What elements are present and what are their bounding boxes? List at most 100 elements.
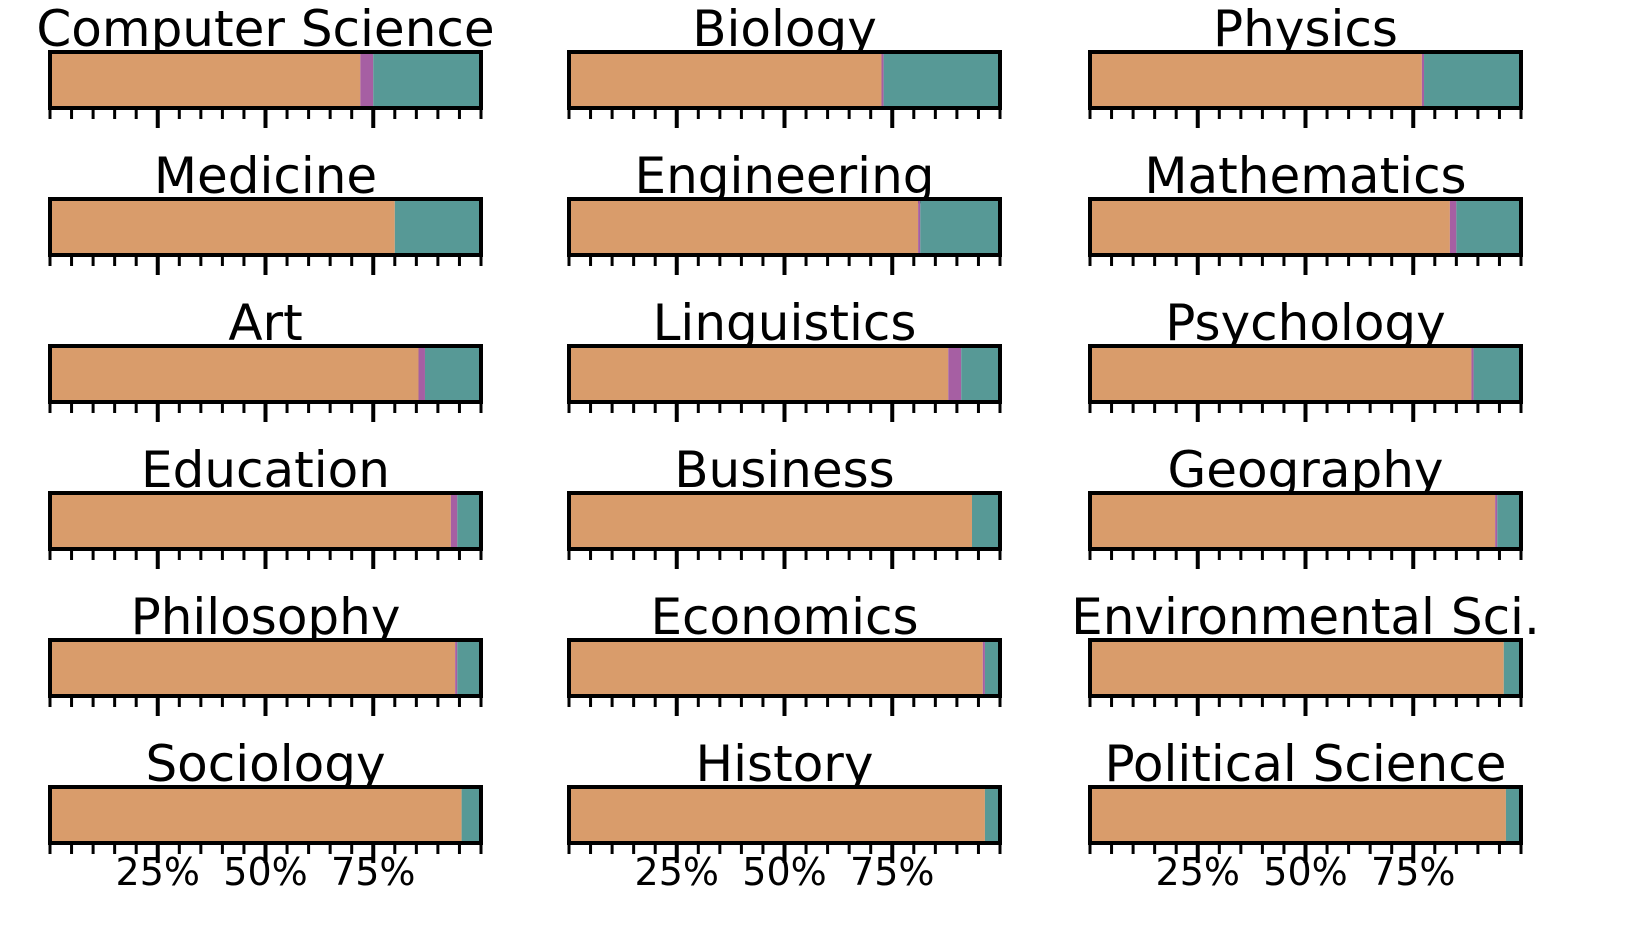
x-tick-label: 75% (1371, 850, 1455, 894)
bar-segment-1 (50, 52, 361, 108)
panel: Psychology (1088, 294, 1523, 422)
panel-title: Philosophy (131, 588, 401, 646)
bar-segment-1 (50, 640, 456, 696)
panel-title: Biology (692, 0, 877, 58)
axes-frame (48, 638, 483, 698)
panel: Computer Science (36, 0, 495, 128)
axes-frame (1088, 638, 1523, 698)
panel-title: Sociology (145, 735, 385, 793)
panel: Business (567, 441, 1002, 569)
axes-frame (48, 197, 483, 257)
bar-segment-1 (1090, 787, 1506, 843)
x-tick-label: 75% (850, 850, 934, 894)
panel-title: Environmental Sci. (1071, 588, 1540, 646)
axes-frame (567, 638, 1002, 698)
axes-frame (48, 344, 483, 404)
panel: Environmental Sci. (1071, 588, 1540, 716)
bar-segment-1 (50, 493, 451, 549)
bar-segment-1 (1090, 199, 1450, 255)
panel-title: Business (674, 441, 894, 499)
bar-segment-3 (1473, 346, 1521, 402)
bar-segment-3 (971, 493, 1000, 549)
axes-frame (48, 785, 483, 845)
panel: Engineering (567, 147, 1002, 275)
panel-title: Political Science (1105, 735, 1507, 793)
panel-title: History (696, 735, 874, 793)
bar-segment-3 (373, 52, 481, 108)
panel-title: Linguistics (653, 294, 917, 352)
x-tick-label: 50% (742, 850, 826, 894)
bar-segment-3 (424, 346, 481, 402)
bar-segment-1 (569, 640, 983, 696)
bar-segment-3 (961, 346, 1000, 402)
axes-frame (567, 491, 1002, 551)
bar-segment-3 (457, 493, 481, 549)
panel-title: Geography (1167, 441, 1443, 499)
axes-frame (567, 344, 1002, 404)
panel-title: Education (141, 441, 390, 499)
panel-title: Medicine (154, 147, 377, 205)
bar-segment-3 (457, 640, 481, 696)
bar-segment-1 (50, 787, 462, 843)
panel: Economics (567, 588, 1002, 716)
bar-segment-1 (1090, 493, 1496, 549)
x-tick-label: 25% (116, 850, 200, 894)
panel: Physics (1088, 0, 1523, 128)
bar-segment-1 (1090, 52, 1422, 108)
bar-segment-1 (569, 346, 949, 402)
bar-segment-1 (569, 493, 972, 549)
x-tick-label: 50% (1263, 850, 1347, 894)
panel: Political Science 25% 50% 75% (1088, 735, 1523, 894)
bar-segment-2 (360, 52, 374, 108)
bar-segment-3 (1424, 52, 1521, 108)
bar-segment-3 (461, 787, 481, 843)
panel: Mathematics (1088, 147, 1523, 275)
bar-segment-3 (920, 199, 1000, 255)
x-tick-label: 25% (1156, 850, 1240, 894)
bar-segment-3 (1503, 640, 1521, 696)
panel-title: Economics (650, 588, 918, 646)
bar-segment-3 (984, 787, 1000, 843)
bar-segment-2 (948, 346, 962, 402)
panel: Sociology 25% 50% 75% (48, 735, 483, 894)
panel: History 25% 50% 75% (567, 735, 1002, 894)
bar-segment-2 (1495, 493, 1498, 549)
bar-segment-2 (450, 493, 458, 549)
axes-frame (1088, 491, 1523, 551)
bar-segment-1 (569, 52, 882, 108)
bar-segment-3 (883, 52, 1000, 108)
axes-frame (1088, 50, 1523, 110)
panel-title: Art (228, 294, 302, 352)
bar-segment-1 (569, 787, 985, 843)
panel: Biology (567, 0, 1002, 128)
axes-frame (567, 50, 1002, 110)
panel: Geography (1088, 441, 1523, 569)
panel: Philosophy (48, 588, 483, 716)
panel: Education (48, 441, 483, 569)
bar-segment-1 (50, 199, 395, 255)
axes-frame (48, 50, 483, 110)
bar-segment-3 (394, 199, 481, 255)
bar-segment-2 (1449, 199, 1457, 255)
bar-segment-3 (984, 640, 1000, 696)
bar-segment-3 (1497, 493, 1521, 549)
bar-segment-1 (569, 199, 919, 255)
panel-title: Mathematics (1144, 147, 1466, 205)
bar-segment-2 (1421, 52, 1425, 108)
panel: Linguistics (567, 294, 1002, 422)
panel: Art (48, 294, 483, 422)
x-tick-label: 75% (331, 850, 415, 894)
panel: Medicine (48, 147, 483, 275)
panel-title: Computer Science (36, 0, 494, 58)
bar-segment-2 (918, 199, 921, 255)
bar-segment-1 (1090, 346, 1472, 402)
panel-title: Psychology (1165, 294, 1446, 352)
bar-segment-1 (50, 346, 419, 402)
panels-group: Computer Science Biology Physics Medicine En… (36, 0, 1539, 894)
x-tick-label: 50% (223, 850, 307, 894)
x-tick-label: 25% (635, 850, 719, 894)
axes-frame (567, 785, 1002, 845)
axes-frame (1088, 344, 1523, 404)
bar-segment-2 (1471, 346, 1474, 402)
